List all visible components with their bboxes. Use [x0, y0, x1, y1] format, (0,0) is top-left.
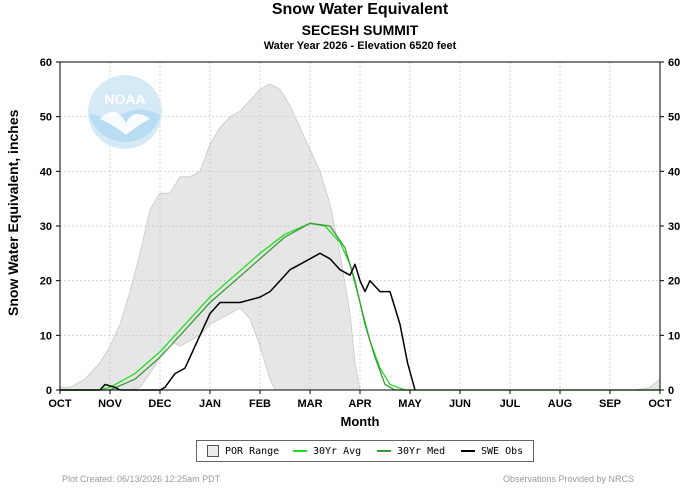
y-tick-label-left-50: 50	[40, 112, 52, 124]
legend-item-por: POR Range	[207, 445, 279, 457]
chart-title: Snow Water Equivalent	[271, 1, 449, 18]
x-tick-label-6: APR	[348, 398, 371, 410]
legend-item-avg: 30Yr Avg	[293, 445, 361, 457]
y-tick-label-right-10: 10	[668, 330, 680, 342]
noaa-logo-text: NOAA	[104, 91, 145, 107]
x-tick-label-5: MAR	[297, 398, 322, 410]
x-tick-label-2: DEC	[148, 398, 171, 410]
chart-subtitle: Water Year 2026 - Elevation 6520 feet	[263, 40, 457, 52]
y-tick-label-left-60: 60	[40, 57, 52, 69]
x-tick-label-7: MAY	[398, 398, 422, 410]
y-tick-label-right-40: 40	[668, 166, 680, 178]
station-name: SECESH SUMMIT	[301, 22, 419, 38]
noaa-logo-icon: NOAA	[88, 75, 162, 149]
x-tick-label-12: OCT	[648, 398, 672, 410]
legend-label-avg: 30Yr Avg	[313, 445, 362, 457]
x-tick-label-4: FEB	[249, 398, 271, 410]
legend-label-med: 30Yr Med	[397, 445, 446, 457]
legend-item-obs: SWE Obs	[461, 445, 523, 457]
y-tick-label-left-40: 40	[40, 166, 52, 178]
legend-swatch-avg	[293, 450, 307, 452]
x-axis-label: Month	[340, 414, 380, 429]
legend-swatch-obs	[461, 450, 475, 452]
y-tick-label-right-20: 20	[668, 276, 680, 288]
y-tick-label-right-0: 0	[668, 385, 674, 397]
y-tick-label-left-30: 30	[40, 221, 52, 233]
median-30yr-line	[60, 222, 660, 391]
y-tick-label-left-10: 10	[40, 330, 52, 342]
x-tick-label-10: AUG	[548, 398, 572, 410]
y-tick-label-left-0: 0	[46, 385, 52, 397]
legend-label-por: POR Range	[225, 445, 280, 457]
y-tick-label-left-20: 20	[40, 276, 52, 288]
plot-created-note: Plot Created: 06/13/2026 12:25am PDT	[62, 474, 221, 484]
legend-label-obs: SWE Obs	[481, 445, 524, 457]
x-tick-label-0: OCT	[48, 398, 72, 410]
legend-item-med: 30Yr Med	[377, 445, 445, 457]
por-range-band	[59, 83, 361, 391]
y-tick-label-right-60: 60	[668, 57, 680, 69]
x-tick-label-11: SEP	[599, 398, 621, 410]
legend-swatch-med	[377, 450, 391, 452]
legend: POR Range 30Yr Avg 30Yr Med SWE Obs	[196, 440, 534, 462]
x-tick-label-1: NOV	[98, 398, 123, 410]
y-tick-label-right-30: 30	[668, 221, 680, 233]
legend-swatch-por	[207, 445, 219, 457]
swe-obs-line	[60, 252, 416, 391]
x-tick-label-8: JUN	[449, 398, 471, 410]
avg-30yr-line	[60, 222, 660, 391]
data-source-note: Observations Provided by NRCS	[502, 474, 634, 484]
x-tick-label-3: JAN	[199, 398, 221, 410]
y-tick-label-right-50: 50	[668, 112, 680, 124]
x-tick-label-9: JUL	[500, 398, 521, 410]
